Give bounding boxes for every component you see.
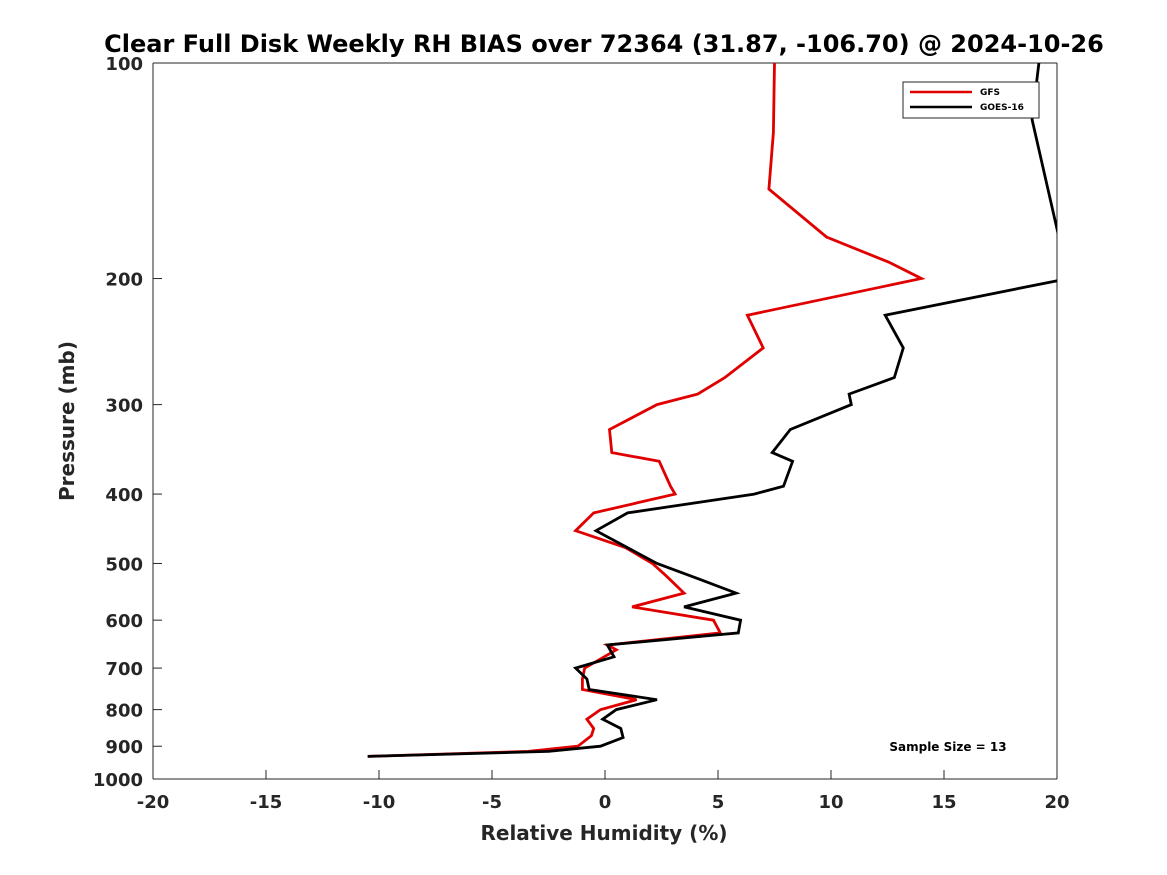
legend-label-goes-16: GOES-16 [980,103,1024,113]
y-tick-label: 800 [105,701,143,722]
y-tick-label: 100 [105,54,143,75]
y-tick-label: 1000 [93,770,143,791]
x-axis-ticks: -20 -15 -10 -5 0 5 10 15 20 [137,770,1070,813]
series-line-gfs [367,63,926,758]
x-tick-label: 5 [712,792,725,813]
x-tick-label: 10 [818,792,843,813]
x-tick-label: -10 [363,792,396,813]
legend-box [902,81,1040,119]
legend-label-gfs: GFS [980,88,1000,98]
sample-size-annotation: Sample Size = 13 [889,740,1006,754]
x-tick-label: 15 [931,792,956,813]
legend: GFS GOES-16 [902,81,1040,119]
x-tick-label: -20 [137,792,170,813]
y-tick-label: 700 [105,659,143,680]
y-axis-label: Pressure (mb) [55,341,79,501]
y-tick-label: 400 [105,485,143,506]
y-axis-ticks: 100 200 300 400 500 600 700 800 900 1000 [93,54,162,791]
series-layer [367,63,1057,758]
y-tick-label: 600 [105,611,143,632]
series-line-goes-16 [367,63,1057,758]
x-tick-label: 20 [1044,792,1069,813]
y-tick-label: 500 [105,554,143,575]
y-tick-label: 300 [105,396,143,417]
x-tick-label: -5 [482,792,502,813]
y-tick-label: 200 [105,270,143,291]
chart-title: Clear Full Disk Weekly RH BIAS over 7236… [104,30,1104,58]
y-tick-label: 900 [105,737,143,758]
x-tick-label: -15 [250,792,283,813]
x-tick-label: 0 [599,792,612,813]
x-axis-label: Relative Humidity (%) [480,821,727,845]
plot-area [152,62,1058,780]
